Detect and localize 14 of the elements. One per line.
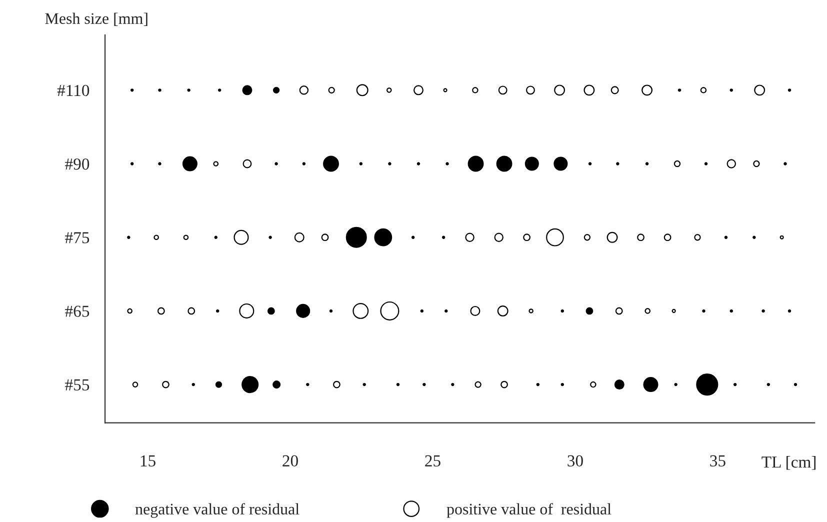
y-tick-label: #75 bbox=[65, 232, 90, 244]
legend-label: negative value of residual bbox=[135, 503, 300, 518]
x-axis-title: TL [cm] bbox=[762, 456, 816, 470]
y-axis-title: Mesh size [mm] bbox=[45, 12, 148, 26]
y-tick-label: #110 bbox=[57, 84, 90, 96]
y-tick-label: #65 bbox=[65, 306, 90, 317]
y-tick-label: #55 bbox=[65, 379, 90, 390]
x-tick-label: 25 bbox=[425, 455, 440, 466]
x-tick-label: 30 bbox=[568, 455, 583, 466]
legend-label: positive value of residual bbox=[446, 503, 612, 518]
x-tick-label: 20 bbox=[282, 455, 298, 466]
y-tick-label: #90 bbox=[65, 158, 90, 170]
x-tick-label: 15 bbox=[140, 455, 156, 466]
x-tick-label: 35 bbox=[710, 455, 726, 466]
